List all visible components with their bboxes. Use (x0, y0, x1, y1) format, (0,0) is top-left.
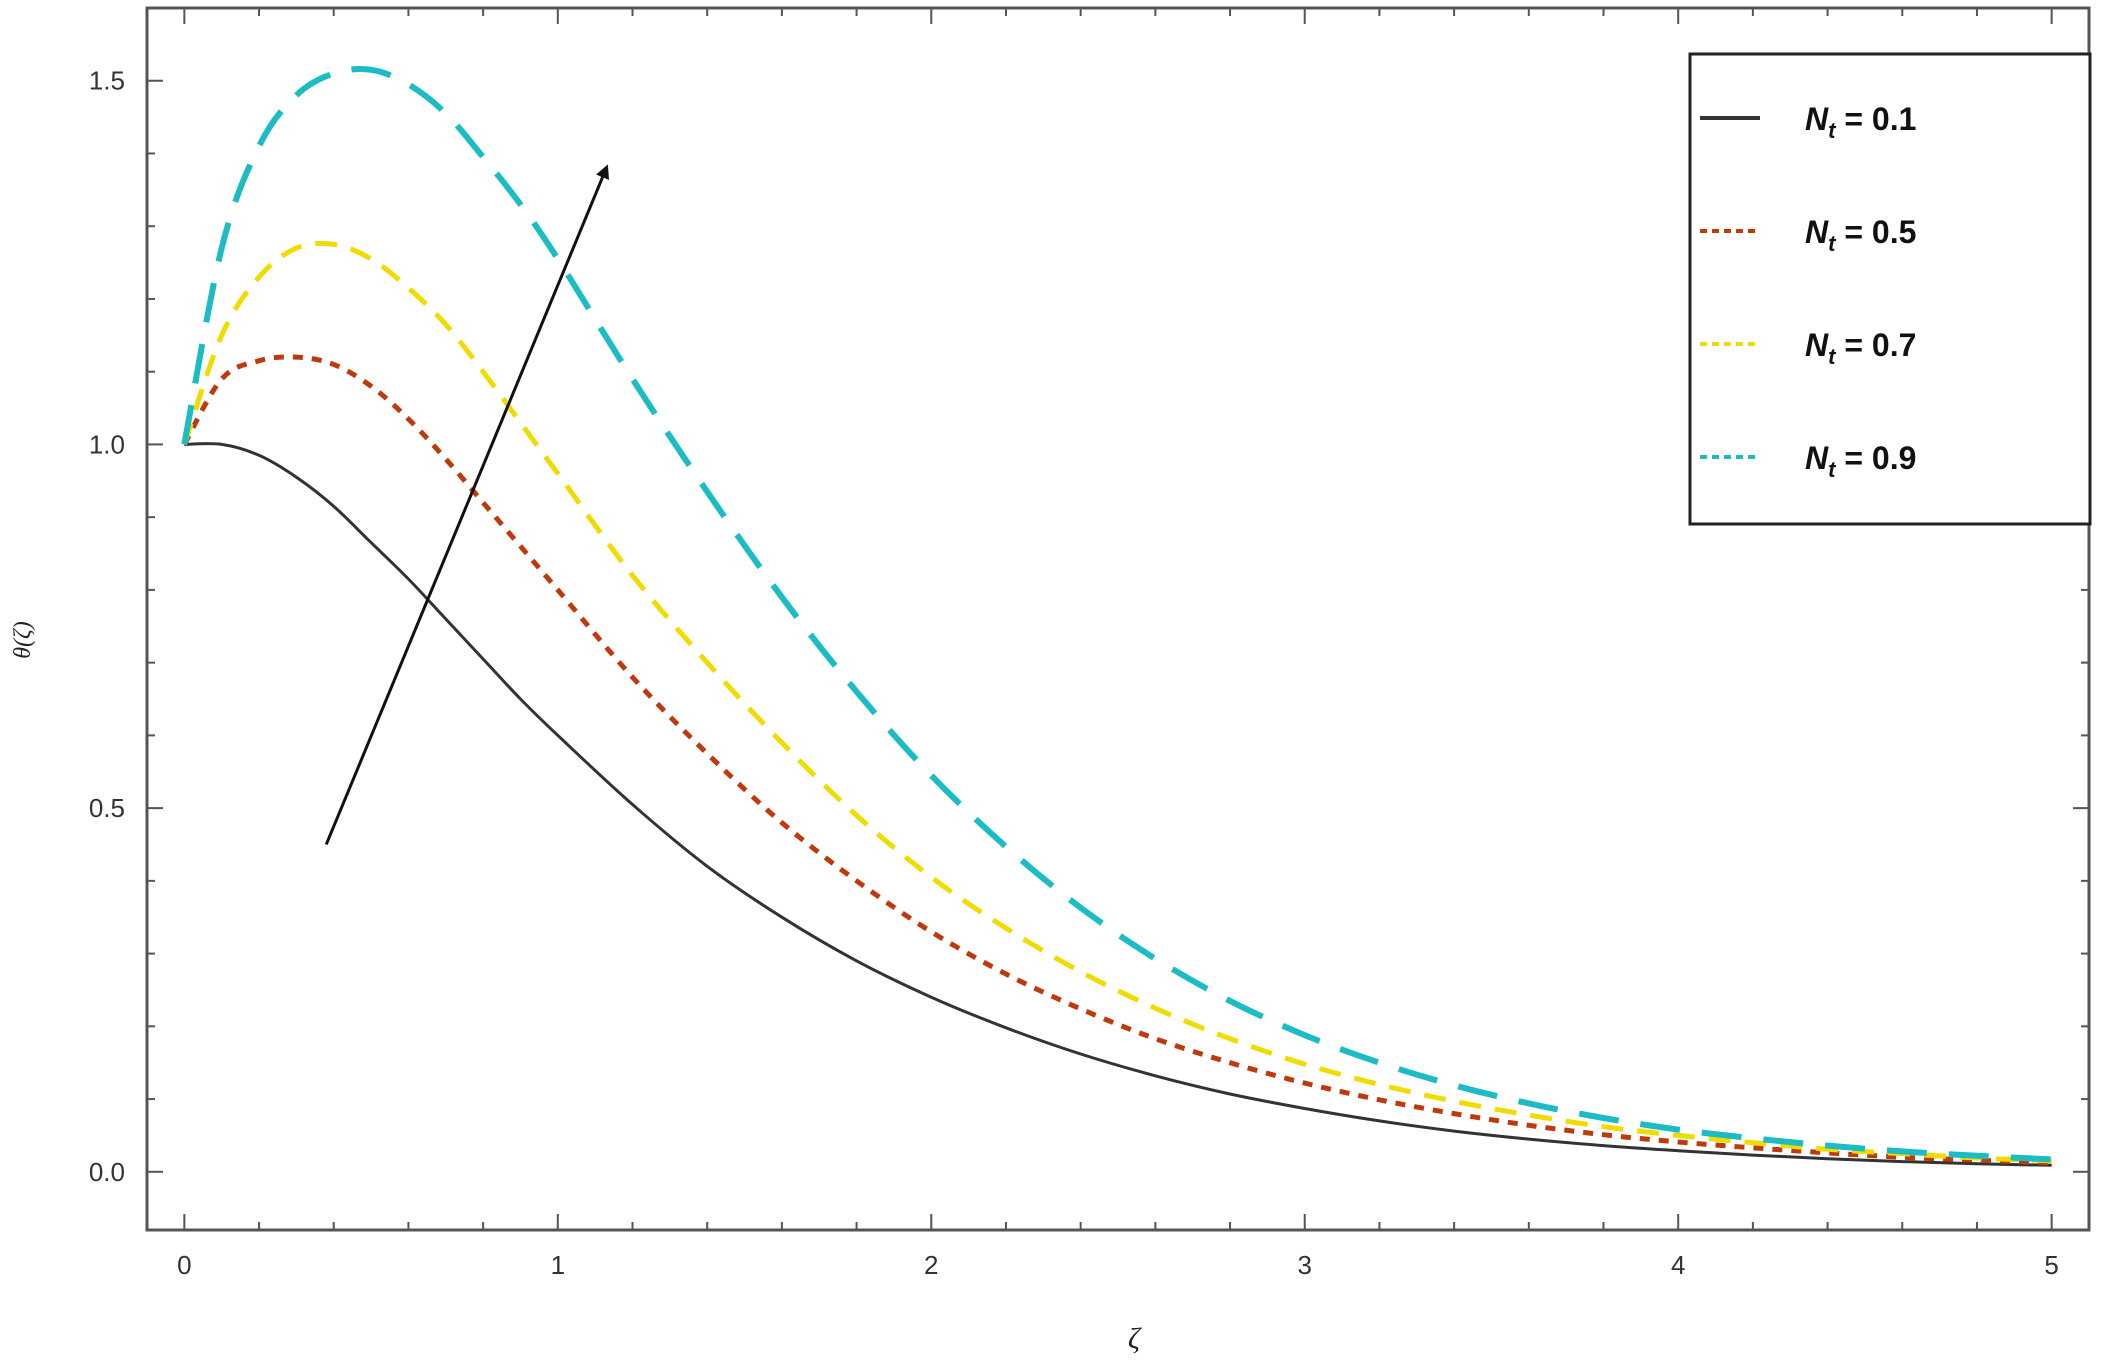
legend-label-4: Nt = 0.9 (1805, 440, 1916, 482)
y-tick-label: 1.5 (89, 66, 125, 96)
legend: Nt = 0.1 Nt = 0.5 Nt = 0.7 Nt = 0.9 (1688, 52, 2092, 526)
x-axis-title: ζ (1128, 1322, 1142, 1355)
x-tick-label: 0 (177, 1250, 191, 1280)
series-line-3 (181, 240, 2052, 1164)
y-axis-title: θ(ζ) (10, 621, 36, 659)
y-tick-label: 1.0 (89, 429, 125, 459)
x-tick-label: 2 (924, 1250, 938, 1280)
series-line-4 (181, 66, 2052, 1163)
legend-label-3: Nt = 0.7 (1805, 327, 1916, 369)
series-curves (181, 66, 2052, 1167)
y-tick-label: 0.0 (89, 1157, 125, 1187)
x-tick-label: 5 (2044, 1250, 2058, 1280)
x-tick-label: 3 (1297, 1250, 1311, 1280)
legend-label-1: Nt = 0.1 (1805, 101, 1916, 143)
series-line-1 (184, 442, 2052, 1167)
y-tick-label: 0.5 (89, 793, 125, 823)
annotation-arrow-group (324, 164, 609, 846)
legend-box (1688, 52, 2092, 526)
legend-label-2: Nt = 0.5 (1805, 214, 1916, 256)
x-tick-label: 4 (1671, 1250, 1685, 1280)
y-tick-labels: 0.0 0.5 1.0 1.5 (89, 66, 125, 1187)
series-line-2 (182, 354, 2052, 1166)
annotation-arrow (324, 164, 609, 846)
x-tick-label: 1 (551, 1250, 565, 1280)
x-tick-labels: 0 1 2 3 4 5 (177, 1250, 2059, 1280)
